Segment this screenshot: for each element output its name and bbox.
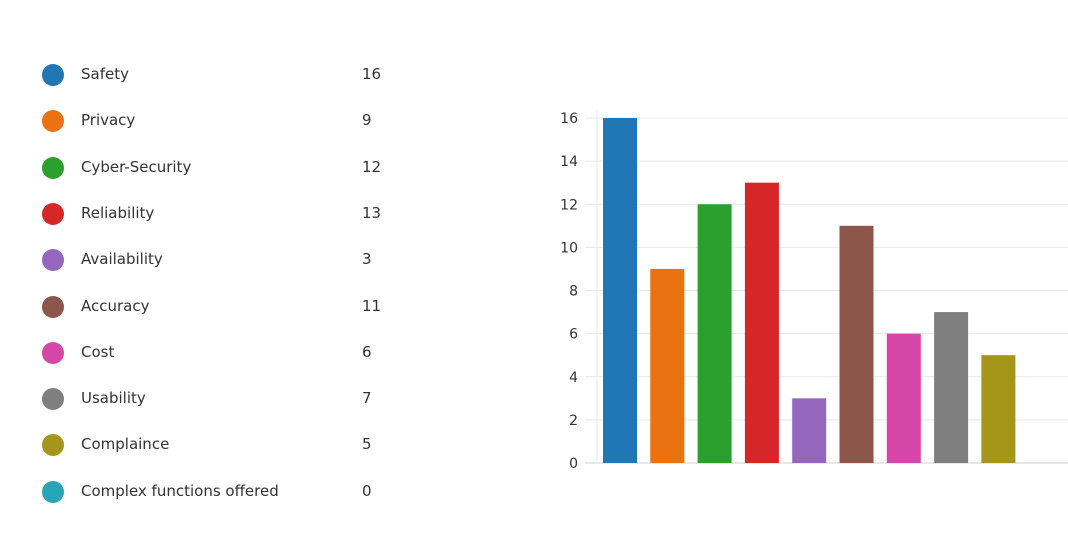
legend-label: Usability — [81, 389, 146, 408]
legend-count: 9 — [362, 111, 372, 130]
legend-item: Cost 6 — [0, 341, 420, 365]
legend-color-dot — [42, 156, 64, 179]
bar-safety[interactable] — [603, 118, 637, 463]
y-tick-label: 0 — [569, 456, 578, 472]
legend-color-dot — [42, 64, 64, 86]
legend-item: Safety 16 — [0, 63, 420, 87]
y-tick-label: 6 — [569, 327, 578, 343]
legend-label: Privacy — [81, 111, 136, 130]
legend-label: Cyber-Security — [81, 157, 192, 176]
bar-usability[interactable] — [934, 312, 969, 463]
bar-cyber-security[interactable] — [697, 204, 732, 463]
legend-color-dot — [42, 480, 64, 503]
legend-count: 6 — [362, 342, 372, 361]
legend: Safety 16 Privacy 9 Cyber-Security 12 Reliabil… — [0, 0, 420, 550]
legend-color-dot — [42, 388, 64, 411]
legend-color-dot — [42, 295, 64, 318]
legend-item: Cyber-Security 12 — [0, 156, 420, 180]
legend-color-dot — [42, 249, 64, 272]
legend-label: Availability — [81, 250, 163, 269]
legend-item: Accuracy 11 — [0, 295, 420, 319]
legend-count: 5 — [362, 435, 372, 454]
legend-item: Complex functions offered 0 — [0, 480, 420, 504]
y-tick-label: 12 — [560, 197, 578, 213]
legend-label: Complex functions offered — [81, 481, 279, 500]
legend-count: 11 — [362, 296, 382, 315]
legend-count: 16 — [362, 65, 382, 83]
y-tick-label: 2 — [569, 413, 578, 429]
legend-label: Safety — [81, 65, 129, 83]
legend-label: Accuracy — [81, 296, 150, 315]
legend-item: Privacy 9 — [0, 109, 420, 133]
legend-item: Complaince 5 — [0, 433, 420, 457]
legend-label: Cost — [81, 342, 115, 361]
legend-color-dot — [42, 110, 64, 133]
bar-reliability[interactable] — [744, 182, 779, 463]
legend-color-dot — [42, 202, 64, 225]
legend-item: Reliability 13 — [0, 202, 420, 226]
legend-item: Usability 7 — [0, 387, 420, 411]
legend-count: 0 — [362, 481, 372, 500]
bar-complaince[interactable] — [981, 355, 1016, 463]
y-tick-label: 14 — [560, 154, 578, 170]
legend-count: 13 — [362, 203, 382, 222]
legend-color-dot — [42, 341, 64, 364]
bar-cost[interactable] — [886, 333, 921, 463]
bar-accuracy[interactable] — [839, 225, 874, 463]
legend-count: 12 — [362, 157, 382, 176]
legend-item: Availability 3 — [0, 248, 420, 272]
legend-count: 3 — [362, 250, 372, 269]
y-tick-label: 4 — [569, 370, 578, 386]
y-tick-label: 10 — [560, 240, 578, 256]
legend-count: 7 — [362, 389, 372, 408]
bar-privacy[interactable] — [650, 268, 685, 463]
legend-color-dot — [42, 434, 64, 457]
legend-label: Reliability — [81, 203, 155, 222]
legend-label: Complaince — [81, 435, 170, 454]
bar-availability[interactable] — [792, 398, 827, 463]
y-tick-label: 16 — [560, 111, 578, 127]
y-tick-label: 8 — [569, 284, 578, 300]
